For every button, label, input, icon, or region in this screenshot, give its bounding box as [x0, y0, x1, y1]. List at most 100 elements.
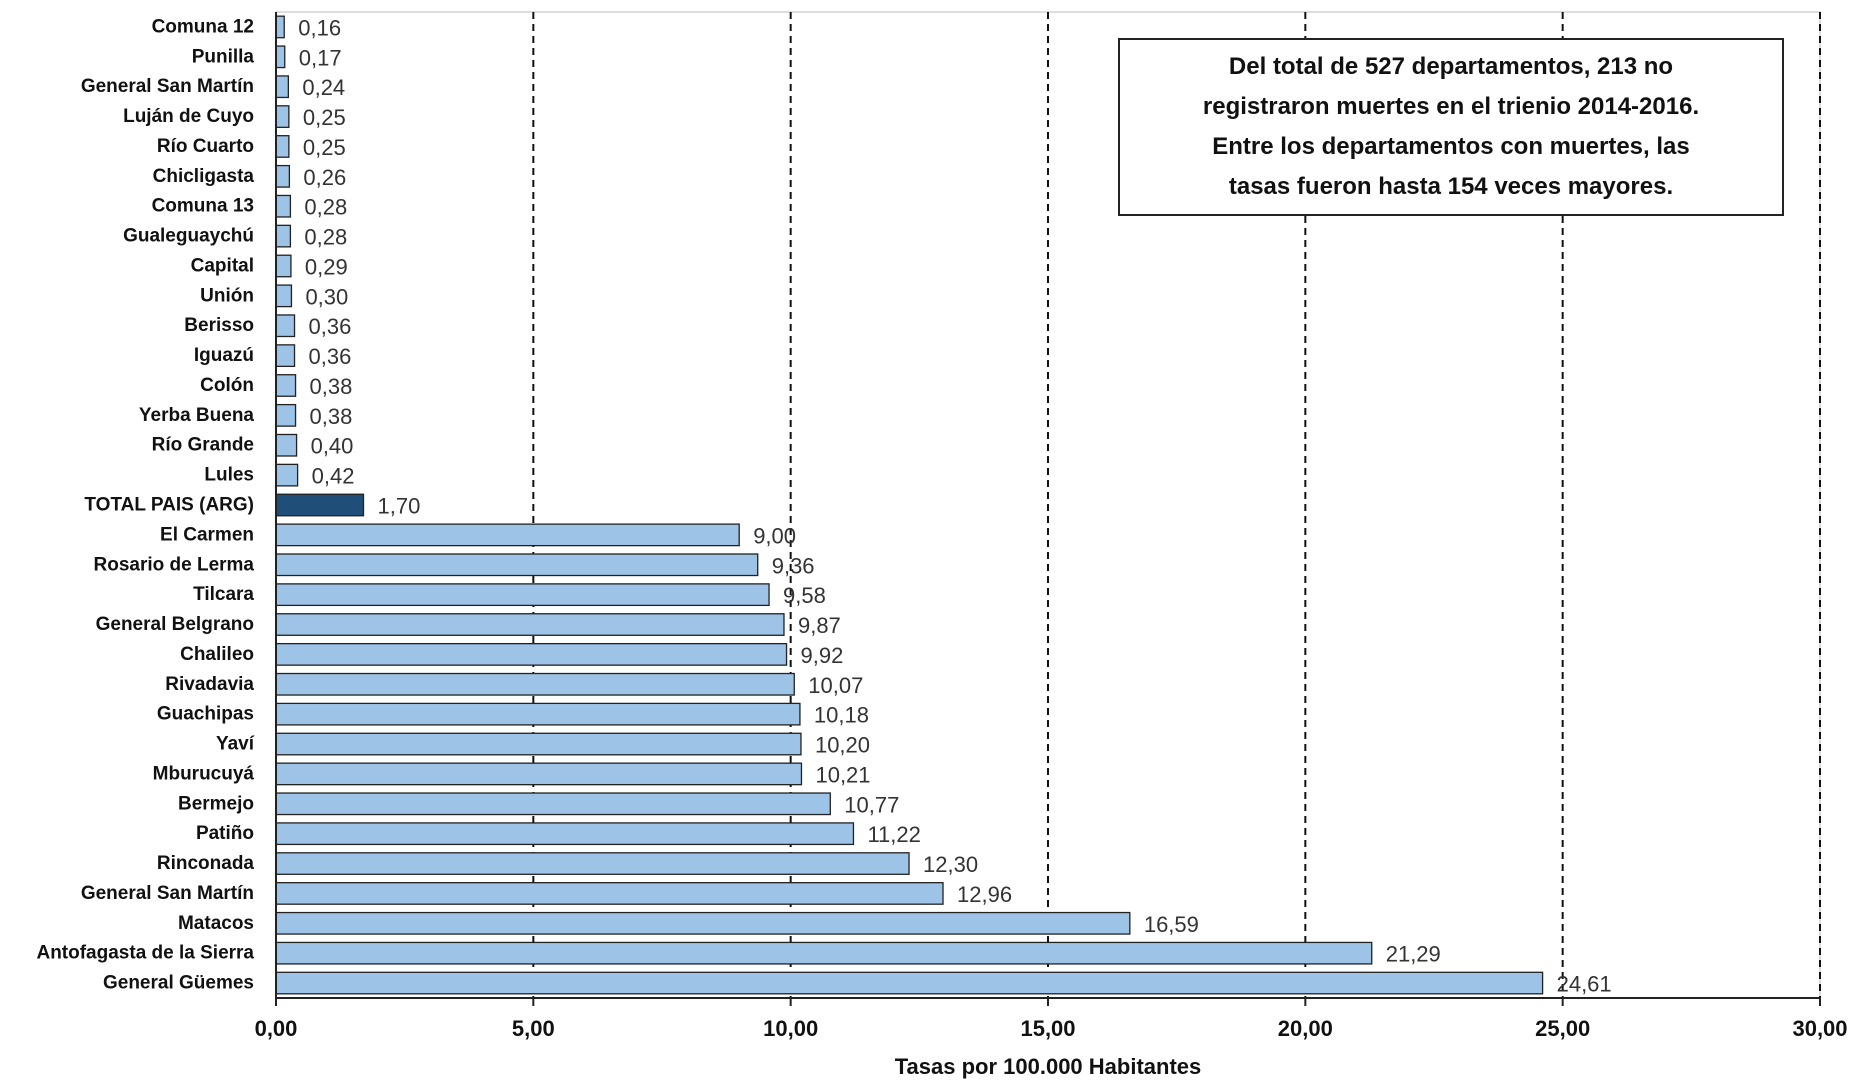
category-label: Capital [191, 255, 254, 276]
annotation-line: tasas fueron hasta 154 veces mayores. [1228, 173, 1674, 200]
annotation-line: Del total de 527 departamentos, 213 no [1228, 53, 1674, 80]
value-label: 0,24 [302, 75, 345, 100]
category-label: Río Cuarto [157, 136, 254, 157]
value-label: 12,30 [923, 852, 978, 877]
category-label: Luján de Cuyo [123, 106, 254, 127]
value-label: 0,26 [303, 165, 346, 190]
annotation-line: Entre los departamentos con muertes, las [1212, 133, 1690, 160]
x-tick-label: 15,00 [1020, 1016, 1075, 1041]
category-label: Bermejo [178, 793, 254, 814]
category-label: Lules [204, 465, 254, 486]
bar [275, 254, 292, 278]
value-label: 1,70 [377, 494, 420, 519]
category-label: Río Grande [152, 435, 254, 456]
category-label: Chicligasta [153, 166, 255, 187]
category-label: Antofagasta de la Sierra [36, 943, 254, 964]
value-label: 10,07 [808, 673, 863, 698]
category-label: Matacos [178, 913, 254, 934]
bar [275, 75, 290, 99]
bar [275, 105, 290, 128]
category-label: Yerba Buena [139, 405, 255, 426]
x-tick-label: 0,00 [255, 1016, 298, 1041]
bar [275, 732, 802, 756]
category-label: TOTAL PAIS (ARG) [84, 495, 254, 516]
value-label: 10,20 [815, 733, 870, 758]
category-label: Colón [200, 375, 254, 396]
value-label: 10,21 [815, 762, 870, 787]
value-label: 0,42 [312, 464, 355, 489]
annotation-box: Del total de 527 departamentos, 213 no r… [1118, 38, 1784, 216]
value-label: 24,61 [1557, 972, 1612, 997]
annotation-line: registraron muertes en el trienio 2014-2… [1202, 93, 1700, 120]
value-label: 0,38 [310, 404, 353, 429]
value-label: 0,38 [310, 374, 353, 399]
value-label: 0,17 [299, 45, 342, 70]
value-label: 0,40 [311, 434, 354, 459]
bar [275, 911, 1131, 935]
bar [275, 463, 299, 487]
bar [275, 553, 759, 577]
bar [275, 852, 910, 875]
category-label: General San Martín [81, 76, 254, 97]
bar [275, 822, 855, 846]
bar [275, 971, 1544, 995]
category-label: Rinconada [157, 853, 255, 874]
bar [275, 642, 788, 666]
category-label: Rosario de Lerma [94, 554, 255, 575]
bar [275, 941, 1373, 965]
category-label: El Carmen [160, 524, 254, 545]
bar [275, 45, 286, 69]
bar [275, 224, 292, 248]
bar [275, 792, 831, 816]
category-label: General San Martín [81, 883, 254, 904]
x-axis-title: Tasas por 100.000 Habitantes [895, 1054, 1202, 1079]
category-label: Comuna 12 [152, 16, 254, 37]
value-label: 0,36 [309, 314, 352, 339]
value-label: 16,59 [1144, 912, 1199, 937]
value-label: 0,25 [303, 135, 346, 160]
bar [275, 523, 740, 547]
category-label: Guachipas [157, 704, 254, 725]
category-label: General Güemes [103, 973, 254, 994]
bar [275, 135, 290, 158]
value-label: 0,28 [304, 195, 347, 220]
bar [275, 702, 801, 726]
value-label: 0,28 [304, 225, 347, 250]
x-tick-label: 30,00 [1792, 1016, 1847, 1041]
value-label: 9,92 [801, 643, 844, 668]
bar [275, 164, 291, 188]
value-label: 12,96 [957, 882, 1012, 907]
bar [275, 613, 785, 636]
category-label: Unión [200, 285, 254, 306]
value-label: 0,16 [298, 15, 341, 40]
bar [275, 762, 803, 786]
category-label: General Belgrano [96, 614, 254, 635]
bar [275, 314, 296, 338]
category-label: Tilcara [193, 584, 254, 605]
value-label: 11,22 [867, 822, 920, 847]
value-label: 0,25 [303, 105, 346, 130]
x-tick-label: 5,00 [512, 1016, 555, 1041]
x-tick-label: 10,00 [763, 1016, 818, 1041]
category-label: Iguazú [194, 345, 254, 366]
category-label: Chalileo [180, 644, 254, 665]
value-label: 9,58 [783, 583, 826, 608]
bar [275, 882, 944, 905]
category-label: Punilla [192, 46, 255, 67]
bar [275, 493, 365, 517]
bar [275, 344, 296, 368]
category-label: Yaví [216, 734, 255, 755]
bar [275, 15, 285, 39]
x-tick-label: 20,00 [1278, 1016, 1333, 1041]
bar [275, 433, 298, 457]
value-label: 0,36 [309, 344, 352, 369]
bar [275, 672, 795, 696]
value-label: 0,30 [305, 284, 348, 309]
category-label: Gualeguaychú [123, 226, 254, 247]
bar [275, 403, 297, 427]
value-label: 0,29 [305, 254, 348, 279]
value-label: 9,00 [753, 523, 796, 548]
bar [275, 583, 770, 607]
bar [275, 284, 293, 308]
